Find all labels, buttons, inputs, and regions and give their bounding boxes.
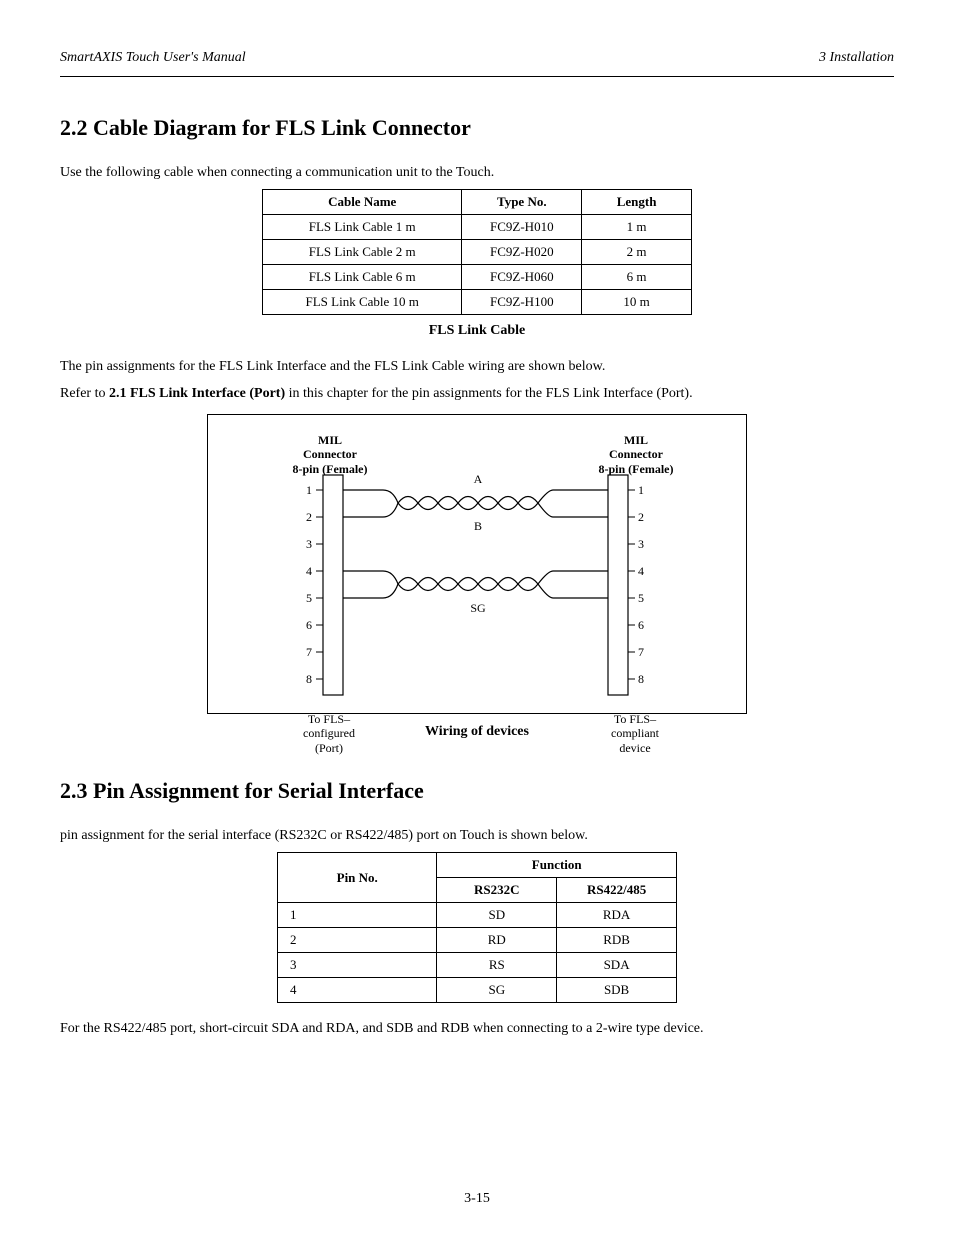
table-cell: 6 m [582,265,692,290]
table-row: FLS Link Cable 1 m FC9Z-H010 1 m [263,215,692,240]
serial-pin-table: Pin No. Function RS232C RS422/485 1 SD R… [277,852,677,1003]
table-cell: 10 m [582,290,692,315]
wiring-figure: MIL Connector8-pin (Female) MIL Connecto… [207,414,747,714]
table-cell: RS [437,953,557,978]
figure-caption: Wiring of devices [60,724,894,740]
table-cell: 2 [278,928,437,953]
table-cell: FC9Z-H020 [462,240,582,265]
header-left: SmartAXIS Touch User's Manual [60,50,246,66]
table-row: Pin No. Function [278,853,677,878]
table-cell: FLS Link Cable 10 m [263,290,462,315]
pin-label: 6 [638,618,698,633]
pin-label: 4 [638,564,698,579]
pin-label: 5 [252,591,312,606]
pin-label: 3 [252,537,312,552]
signal-label-a: A [463,472,493,487]
table-cell: 3 [278,953,437,978]
pin-label: 7 [252,645,312,660]
table-cell: 1 m [582,215,692,240]
conn2-bot-label: To FLS–compliantdevice [595,712,675,755]
pin-label: 2 [252,510,312,525]
after-table-text-1: The pin assignments for the FLS Link Int… [60,357,894,377]
pin-label: 1 [252,483,312,498]
section-2-2-intro: Use the following cable when connecting … [60,163,894,183]
col-header: Cable Name [263,190,462,215]
pin-label: 5 [638,591,698,606]
col-subheader: RS232C [437,878,557,903]
table-cell: FLS Link Cable 1 m [263,215,462,240]
table-cell: SDB [557,978,677,1003]
table-cell: FLS Link Cable 6 m [263,265,462,290]
table-cell: 4 [278,978,437,1003]
col-header: Function [437,853,677,878]
table-cell: FC9Z-H060 [462,265,582,290]
table-row: 4 SG SDB [278,978,677,1003]
table-row: 1 SD RDA [278,903,677,928]
table-caption: FLS Link Cable [60,323,894,339]
after-table-text-2: Refer to 2.1 FLS Link Interface (Port) i… [60,384,894,404]
section-2-3-title: 2.3 Pin Assignment for Serial Interface [60,778,894,804]
signal-label-b: B [463,519,493,534]
table-row: 2 RD RDB [278,928,677,953]
table-cell: RDA [557,903,677,928]
table-cell: SG [437,978,557,1003]
page-number: 3-15 [0,1191,954,1207]
pin-label: 3 [638,537,698,552]
conn1-bot-label: To FLS–configured(Port) [289,712,369,755]
col-header: Pin No. [278,853,437,903]
header-right: 3 Installation [819,50,894,66]
signal-label-sg: SG [458,601,498,616]
table-cell: FC9Z-H010 [462,215,582,240]
col-subheader: RS422/485 [557,878,677,903]
pin-label: 4 [252,564,312,579]
table-row: FLS Link Cable 10 m FC9Z-H100 10 m [263,290,692,315]
table-cell: FC9Z-H100 [462,290,582,315]
section-2-3-note: For the RS422/485 port, short-circuit SD… [60,1019,894,1039]
table-row: FLS Link Cable 2 m FC9Z-H020 2 m [263,240,692,265]
pin-label: 8 [638,672,698,687]
table-row: Cable Name Type No. Length [263,190,692,215]
section-2-3-intro: pin assignment for the serial interface … [60,826,894,846]
pin-label: 6 [252,618,312,633]
header-rule [60,76,894,77]
pin-label: 2 [638,510,698,525]
table-cell: SDA [557,953,677,978]
table-cell: 2 m [582,240,692,265]
col-header: Type No. [462,190,582,215]
section-2-2-title: 2.2 Cable Diagram for FLS Link Connector [60,115,894,141]
table-cell: RDB [557,928,677,953]
pin-label: 1 [638,483,698,498]
col-header: Length [582,190,692,215]
fls-cable-table: Cable Name Type No. Length FLS Link Cabl… [262,189,692,315]
table-cell: FLS Link Cable 2 m [263,240,462,265]
table-cell: 1 [278,903,437,928]
table-row: 3 RS SDA [278,953,677,978]
pin-label: 8 [252,672,312,687]
table-cell: RD [437,928,557,953]
pin-label: 7 [638,645,698,660]
table-cell: SD [437,903,557,928]
table-row: FLS Link Cable 6 m FC9Z-H060 6 m [263,265,692,290]
